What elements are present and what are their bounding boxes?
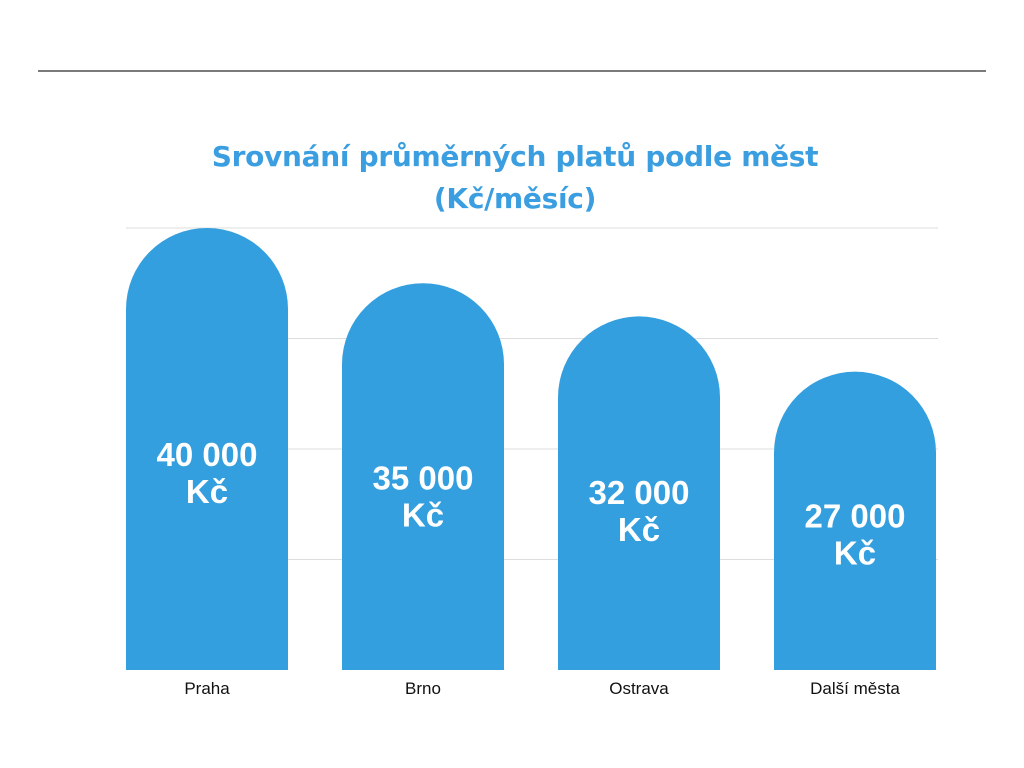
bar-brno (342, 283, 504, 670)
bars (126, 228, 936, 670)
data-label-value: 27 000 (805, 498, 906, 535)
data-label-unit: Kč (618, 511, 660, 548)
bar-další-města (774, 371, 936, 670)
data-label-value: 35 000 (373, 460, 474, 497)
chart-title: Srovnání průměrných platů podle měst (Kč… (0, 136, 1024, 220)
category-label: Další města (810, 679, 900, 698)
bar-praha (126, 228, 288, 670)
data-label-unit: Kč (402, 497, 444, 534)
data-label-value: 32 000 (589, 474, 690, 511)
category-label: Ostrava (609, 679, 669, 698)
category-label: Praha (184, 679, 230, 698)
category-labels: Praha Brno Ostrava Další města (184, 679, 900, 698)
category-label: Brno (405, 679, 441, 698)
bar-ostrava (558, 316, 720, 670)
chart-title-line-2: (Kč/měsíc) (433, 182, 597, 215)
data-label-value: 40 000 (157, 436, 258, 473)
data-label-unit: Kč (186, 473, 228, 510)
data-label-unit: Kč (834, 535, 876, 572)
chart-title-line-1: Srovnání průměrných platů podle měst (211, 140, 819, 173)
top-divider (38, 70, 986, 72)
